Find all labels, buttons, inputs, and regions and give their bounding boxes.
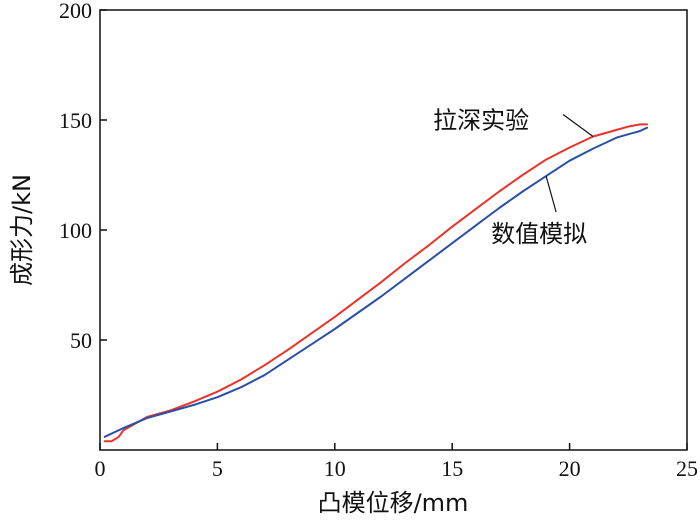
plot-frame xyxy=(99,9,688,451)
x-tick-label: 20 xyxy=(559,456,581,481)
y-tick-label: 50 xyxy=(70,328,92,353)
x-tick-label: 0 xyxy=(95,456,106,481)
y-axis-ticks: 200 150 100 50 xyxy=(59,0,107,353)
x-tick-label: 10 xyxy=(324,456,346,481)
y-tick-label: 100 xyxy=(59,218,92,243)
series-layer xyxy=(103,123,649,443)
x-axis-title: 凸模位移/mm xyxy=(318,489,469,517)
x-axis-ticks: 0 5 10 15 20 25 xyxy=(95,443,698,481)
annotation-label: 数值模拟 xyxy=(491,220,587,248)
x-tick-label: 25 xyxy=(676,456,698,481)
annotation-label: 拉深实验 xyxy=(433,107,529,135)
y-tick-label: 150 xyxy=(59,108,92,133)
annotation-leader xyxy=(545,175,557,213)
y-tick-label: 200 xyxy=(59,0,92,23)
series-line-0 xyxy=(103,123,649,443)
series-line-1 xyxy=(103,126,649,438)
y-axis-title: 成形力/kN xyxy=(8,174,36,286)
annotation-leader xyxy=(562,114,594,137)
x-tick-label: 5 xyxy=(212,456,223,481)
x-tick-label: 15 xyxy=(441,456,463,481)
